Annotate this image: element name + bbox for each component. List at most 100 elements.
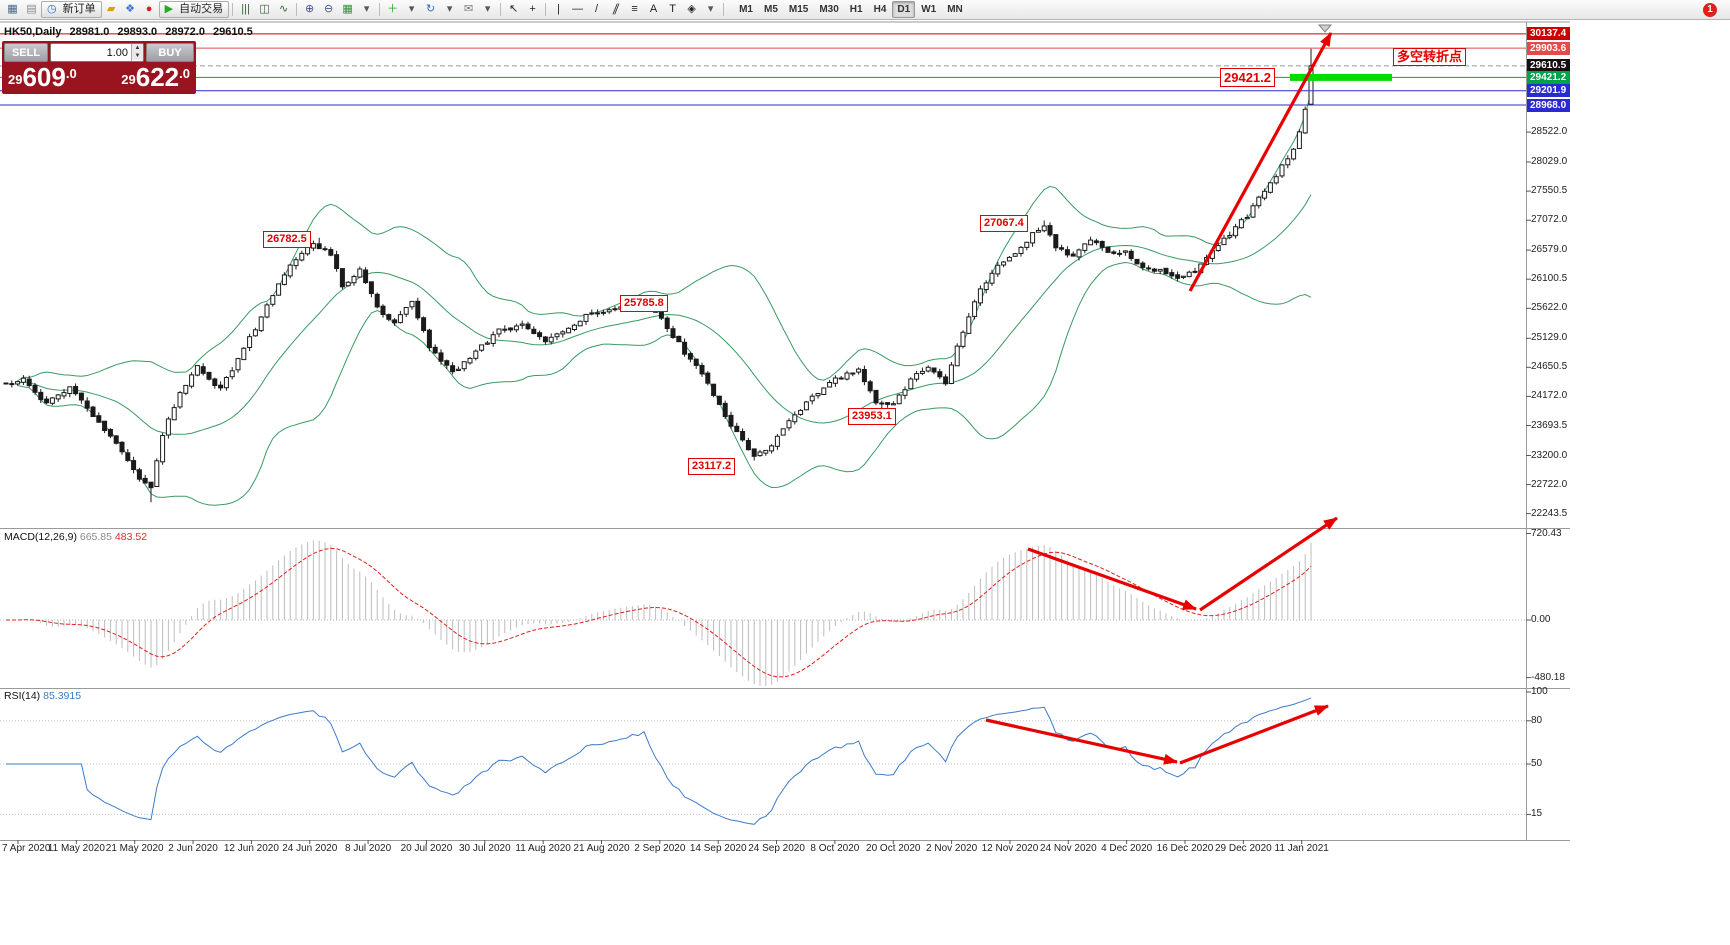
metaeditor-icon[interactable]: ▰ — [102, 1, 121, 18]
timeframe-w1-button[interactable]: W1 — [921, 4, 937, 15]
timeframe-m30-button[interactable]: M30 — [819, 4, 839, 15]
buy-price-prefix: 29 — [121, 72, 136, 87]
channel-icon[interactable]: ∥ — [606, 1, 625, 18]
vertical-line-icon[interactable]: | — [549, 1, 568, 18]
cursor-icon: ↖ — [508, 3, 519, 15]
sell-price[interactable]: 29 609.0 — [8, 64, 77, 91]
line-chart-icon[interactable]: ∿ — [274, 1, 293, 18]
timeframes-cycle-icon[interactable]: ↻ — [421, 1, 440, 18]
price-scale-label: 25129.0 — [1531, 332, 1568, 344]
price-scale-label: 24172.0 — [1531, 390, 1568, 402]
crosshair-icon[interactable]: + — [523, 1, 542, 18]
cursor-icon[interactable]: ↖ — [504, 1, 523, 18]
fibonacci-icon: ≡ — [631, 3, 638, 15]
sell-button[interactable]: SELL — [4, 43, 48, 62]
mail-dropdown-icon[interactable]: ▾ — [478, 1, 497, 18]
candlestick-icon: ◫ — [259, 3, 270, 15]
rsi-indicator-label: RSI(14) 85.3915 — [4, 690, 81, 702]
rsi-scale-label: 80 — [1531, 714, 1543, 726]
new-order-button[interactable]: ◷ 新订单 — [41, 1, 102, 18]
price-annotation[interactable]: 23953.1 — [848, 408, 896, 425]
profiles-icon[interactable]: ▤ — [22, 1, 41, 18]
date-axis-label: 11 Aug 2020 — [515, 843, 571, 854]
volume-value[interactable]: 1.00 — [106, 47, 128, 59]
macd-scale-label: -480.18 — [1531, 671, 1565, 683]
timeframes-cycle-icon: ↻ — [425, 3, 436, 15]
timeframe-m5-button[interactable]: M5 — [763, 4, 778, 15]
timeframe-toolbar: M1 M5 M15 M30 H1 H4 D1 W1 MN — [734, 1, 968, 18]
date-axis-label: 14 Sep 2020 — [689, 843, 747, 854]
label-icon[interactable]: T — [663, 1, 682, 18]
trendline-icon[interactable]: / — [587, 1, 606, 18]
high-value: 29893.0 — [117, 26, 158, 38]
date-axis-label: 29 Dec 2020 — [1214, 843, 1272, 854]
rsi-name: RSI(14) — [4, 690, 41, 702]
zoom-in-icon[interactable]: ⊕ — [300, 1, 319, 18]
timeframe-d1-button[interactable]: D1 — [892, 1, 916, 18]
bar-chart-icon[interactable]: ||| — [236, 1, 255, 18]
horizontal-line-icon: — — [572, 3, 584, 15]
timeframe-h1-button[interactable]: H1 — [849, 4, 863, 15]
cycle-dropdown-icon[interactable]: ▾ — [440, 1, 459, 18]
timeframe-m1-button[interactable]: M1 — [739, 4, 753, 15]
record-icon: ● — [145, 3, 153, 15]
price-scale-label: 26579.0 — [1531, 244, 1568, 256]
arrange-dropdown-icon[interactable]: ▾ — [357, 1, 376, 18]
macd-scale-label: 0.00 — [1531, 614, 1551, 625]
price-annotation[interactable]: 23117.2 — [688, 458, 736, 475]
volume-input[interactable]: 1.00 ▲ ▼ — [50, 43, 144, 62]
profiles-icon: ▤ — [26, 3, 37, 15]
price-scale-label: 23200.0 — [1531, 449, 1568, 461]
timeframe-mn-button[interactable]: MN — [947, 4, 963, 15]
fibonacci-icon[interactable]: ≡ — [625, 1, 644, 18]
mail-dropdown-icon: ▾ — [484, 3, 491, 15]
horizontal-line-icon[interactable]: — — [568, 1, 587, 18]
volume-down-button[interactable]: ▼ — [132, 52, 143, 60]
indicators-dropdown-icon: ▾ — [408, 3, 415, 15]
price-annotation[interactable]: 26782.5 — [263, 231, 311, 248]
price-annotation[interactable]: 27067.4 — [980, 215, 1028, 232]
indicators-dropdown-icon[interactable]: ▾ — [402, 1, 421, 18]
date-axis-label: 7 Apr 2020 — [2, 843, 51, 854]
mail-icon[interactable]: ✉ — [459, 1, 478, 18]
one-click-trading-panel: SELL 1.00 ▲ ▼ BUY 29 609.0 29 622.0 — [2, 41, 196, 94]
date-axis-label: 20 Oct 2020 — [866, 843, 921, 854]
tile-windows-icon[interactable]: ▦ — [338, 1, 357, 18]
market-watch-icon[interactable]: ❖ — [121, 1, 140, 18]
shapes-dropdown-icon[interactable]: ▾ — [701, 1, 720, 18]
buy-button[interactable]: BUY — [146, 43, 194, 62]
toolbar-separator — [296, 3, 298, 16]
label-icon: T — [669, 3, 676, 15]
symbol-period-label: HK50,Daily — [4, 26, 62, 38]
level-price-tag: 29421.2 — [1527, 70, 1570, 84]
buy-price[interactable]: 29 622.0 — [121, 64, 190, 91]
turning-point-label[interactable]: 多空转折点 — [1393, 48, 1467, 66]
macd-signal-value: 483.52 — [114, 531, 148, 543]
indicators-icon: ＋ — [387, 3, 399, 15]
rsi-scale-label: 50 — [1531, 758, 1543, 769]
shapes-dropdown-icon: ▾ — [707, 3, 714, 15]
crosshair-icon: + — [529, 3, 536, 15]
date-axis-label: 12 Jun 2020 — [223, 843, 279, 854]
candlestick-icon[interactable]: ◫ — [255, 1, 274, 18]
zoom-out-icon[interactable]: ⊖ — [319, 1, 338, 18]
price-annotation[interactable]: 29421.2 — [1220, 68, 1275, 87]
notification-badge[interactable]: 1 — [1703, 2, 1717, 17]
indicators-icon[interactable]: ＋ — [383, 1, 402, 18]
price-annotation[interactable]: 25785.8 — [620, 295, 668, 312]
close-value: 29610.5 — [213, 26, 253, 38]
low-value: 28972.0 — [165, 26, 205, 38]
sell-price-prefix: 29 — [8, 72, 23, 87]
timeframe-h4-button[interactable]: H4 — [873, 4, 887, 15]
text-icon[interactable]: A — [644, 1, 663, 18]
record-icon[interactable]: ● — [140, 1, 159, 18]
toolbar: ▦ ▤ ◷ 新订单 ▰ ❖ ● ▶ 自动交易 ||| ◫ ∿ ⊕ ⊖ ▦ ▾ ＋ ▾ ↻ ▾ ✉ ▾ ↖ + | — / ∥ ≡ A T ◈ ▾… — [0, 0, 1730, 20]
shapes-icon[interactable]: ◈ — [682, 1, 701, 18]
volume-up-button[interactable]: ▲ — [132, 44, 143, 52]
new-chart-icon[interactable]: ▦ — [3, 1, 22, 18]
zoom-out-icon: ⊖ — [323, 3, 334, 15]
timeframe-m15-button[interactable]: M15 — [788, 4, 809, 15]
price-scale-label: 27550.5 — [1531, 185, 1568, 197]
autotrading-button[interactable]: ▶ 自动交易 — [158, 1, 230, 18]
